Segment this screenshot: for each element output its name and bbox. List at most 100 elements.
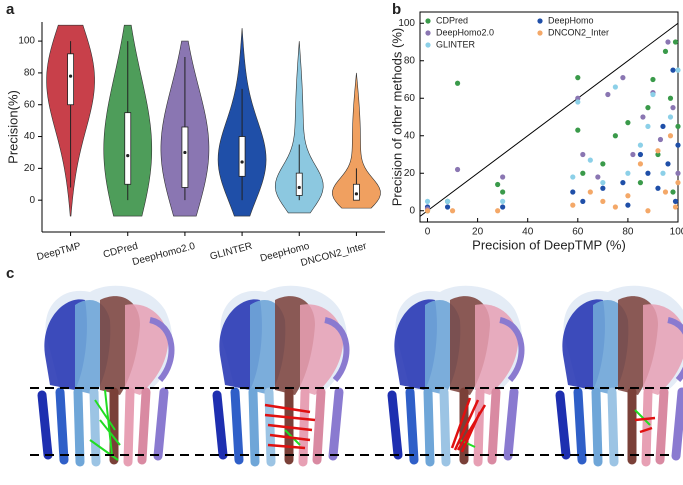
x-tick-label: 0 [425, 227, 431, 238]
point [655, 185, 661, 191]
point [575, 127, 581, 133]
point [444, 204, 451, 210]
point [665, 161, 671, 167]
point [625, 193, 631, 199]
point [660, 123, 666, 129]
point [660, 170, 666, 176]
legend-label: DeepHomo [548, 15, 594, 25]
structures [30, 286, 683, 462]
point [662, 48, 669, 54]
y-tick-label: 0 [29, 195, 35, 206]
point [640, 114, 646, 120]
legend-marker [425, 18, 431, 24]
x-tick-label: DeepHomo2.0 [131, 241, 197, 268]
point [675, 180, 681, 186]
point [600, 161, 606, 167]
x-tick-label: DeepTMP [36, 241, 83, 263]
point [672, 204, 679, 210]
point [675, 67, 681, 73]
point [612, 133, 618, 139]
point [637, 142, 644, 148]
legend-label: CDPred [436, 15, 468, 25]
y-tick-label: 20 [404, 168, 416, 179]
point [600, 180, 606, 186]
median [68, 74, 73, 78]
point [625, 202, 631, 208]
x-tick-label: 40 [522, 227, 534, 238]
point [645, 123, 651, 129]
legend-label: DNCON2_Inter [548, 27, 609, 37]
point [570, 174, 576, 180]
legend-label: DeepHomo2.0 [436, 27, 494, 37]
point [655, 151, 661, 158]
median [297, 185, 301, 190]
x-tick-label: 80 [622, 227, 634, 238]
point [675, 142, 681, 148]
point [454, 166, 461, 173]
point [449, 208, 456, 214]
median [354, 192, 359, 196]
x-tick-label: 100 [670, 227, 683, 238]
box [181, 126, 189, 188]
legend-marker [537, 18, 543, 24]
point [570, 189, 576, 195]
legend-marker [425, 42, 431, 48]
panel-label: a [6, 1, 15, 18]
point [495, 181, 501, 188]
point [580, 151, 586, 158]
point [675, 123, 681, 129]
y-tick-label: 100 [18, 36, 35, 47]
legend-marker [425, 30, 431, 36]
box [238, 136, 246, 177]
point [620, 180, 626, 186]
point [670, 189, 676, 195]
y-tick-label: 80 [24, 68, 36, 79]
point [612, 84, 618, 90]
point [645, 105, 651, 111]
point [650, 91, 656, 98]
point [605, 91, 611, 98]
point [595, 174, 601, 180]
y-tick-label: 80 [404, 55, 416, 66]
point [575, 75, 581, 81]
point [645, 170, 651, 176]
contacts [264, 397, 656, 453]
point [612, 204, 618, 210]
point [587, 157, 593, 163]
plot-frame [419, 11, 679, 223]
point [670, 105, 676, 111]
panel-label: b [392, 1, 401, 18]
point [575, 99, 581, 105]
point [630, 151, 636, 158]
point [600, 198, 606, 204]
structure [42, 286, 172, 462]
box [295, 172, 303, 196]
point [424, 198, 431, 204]
y-tick-label: 100 [398, 18, 415, 29]
point [645, 208, 651, 214]
x-axis-label: Precision of DeepTMP (%) [472, 237, 626, 252]
point [637, 161, 644, 167]
point [444, 198, 451, 204]
point [670, 67, 676, 73]
point [500, 189, 506, 195]
legend-label: GLINTER [436, 39, 476, 49]
median [183, 150, 187, 155]
diagonal [419, 22, 679, 217]
point [637, 180, 644, 186]
point [620, 75, 626, 81]
point [655, 148, 661, 154]
y-tick-label: 40 [24, 131, 36, 142]
y-tick-label: 60 [24, 99, 36, 110]
point [587, 189, 593, 195]
point [600, 185, 606, 191]
y-axis-label: Precision(%) [5, 90, 20, 164]
x-tick-label: 20 [472, 227, 484, 238]
point [667, 114, 674, 120]
legend-marker [537, 30, 543, 36]
point [667, 133, 674, 139]
point [495, 208, 501, 214]
y-tick-label: 20 [24, 163, 36, 174]
point [650, 76, 656, 83]
point [662, 189, 669, 195]
